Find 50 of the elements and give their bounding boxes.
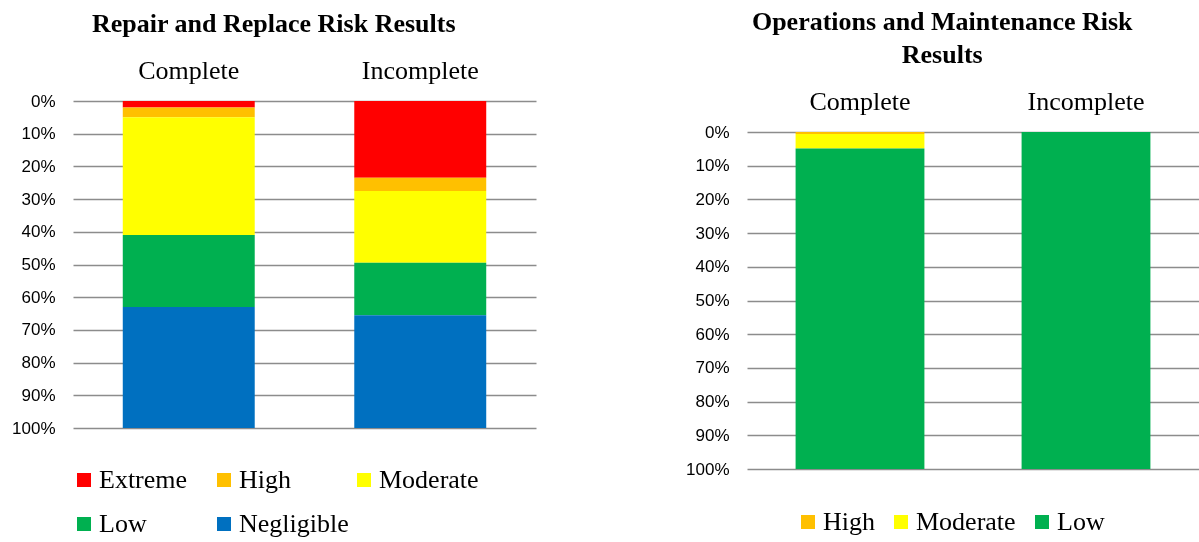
y-tick-label: 0% — [704, 122, 730, 142]
bar — [354, 190, 487, 263]
y-tick-label: 20% — [21, 156, 56, 176]
bar — [122, 107, 255, 118]
bar — [122, 307, 255, 428]
legend-label: High — [823, 507, 875, 536]
y-tick-label: 70% — [21, 320, 56, 340]
bar — [354, 315, 487, 428]
bar — [122, 235, 255, 308]
y-tick-label: 10% — [21, 124, 56, 144]
y-tick-label: 80% — [695, 392, 730, 412]
bar — [122, 101, 255, 108]
legend-label: Low — [1057, 507, 1105, 536]
legend-label: High — [239, 465, 291, 494]
bar — [795, 132, 925, 135]
y-tick-label: 40% — [695, 257, 730, 277]
x-tick-label: Incomplete — [361, 55, 479, 85]
y-tick-label: 100% — [686, 459, 730, 479]
legend-label: Low — [99, 509, 147, 538]
y-tick-label: 10% — [695, 156, 730, 176]
bar — [795, 148, 925, 469]
bar — [122, 117, 255, 236]
legend-label: Negligible — [239, 509, 349, 538]
y-tick-label: 0% — [30, 91, 56, 111]
bar — [1021, 132, 1151, 469]
chart-title: Operations and Maintenance Risk Results — [751, 7, 1134, 69]
y-tick-label: 90% — [695, 425, 730, 445]
x-tick-label: Complete — [809, 86, 911, 116]
bar — [795, 134, 925, 149]
x-tick-label: Complete — [138, 55, 240, 85]
y-tick-label: 80% — [21, 353, 56, 373]
x-tick-label: Incomplete — [1027, 86, 1145, 116]
y-tick-label: 60% — [695, 324, 730, 344]
y-tick-label: 90% — [21, 385, 56, 405]
chart-title: Repair and Replace Risk Results — [91, 9, 456, 38]
y-tick-label: 50% — [21, 255, 56, 274]
y-tick-label: 40% — [21, 222, 56, 242]
y-tick-label: 100% — [12, 418, 56, 438]
y-tick-label: 70% — [695, 358, 730, 378]
legend-label: Extreme — [99, 465, 188, 494]
y-tick-label: 30% — [695, 223, 730, 243]
y-tick-label: 20% — [695, 189, 730, 209]
legend-label: Moderate — [379, 465, 479, 494]
y-tick-label: 60% — [21, 287, 56, 307]
y-tick-label: 50% — [695, 291, 730, 310]
bar — [354, 101, 487, 178]
bar — [354, 177, 487, 191]
legend-label: Moderate — [916, 507, 1016, 536]
bar — [354, 262, 487, 316]
y-tick-label: 30% — [21, 189, 56, 209]
